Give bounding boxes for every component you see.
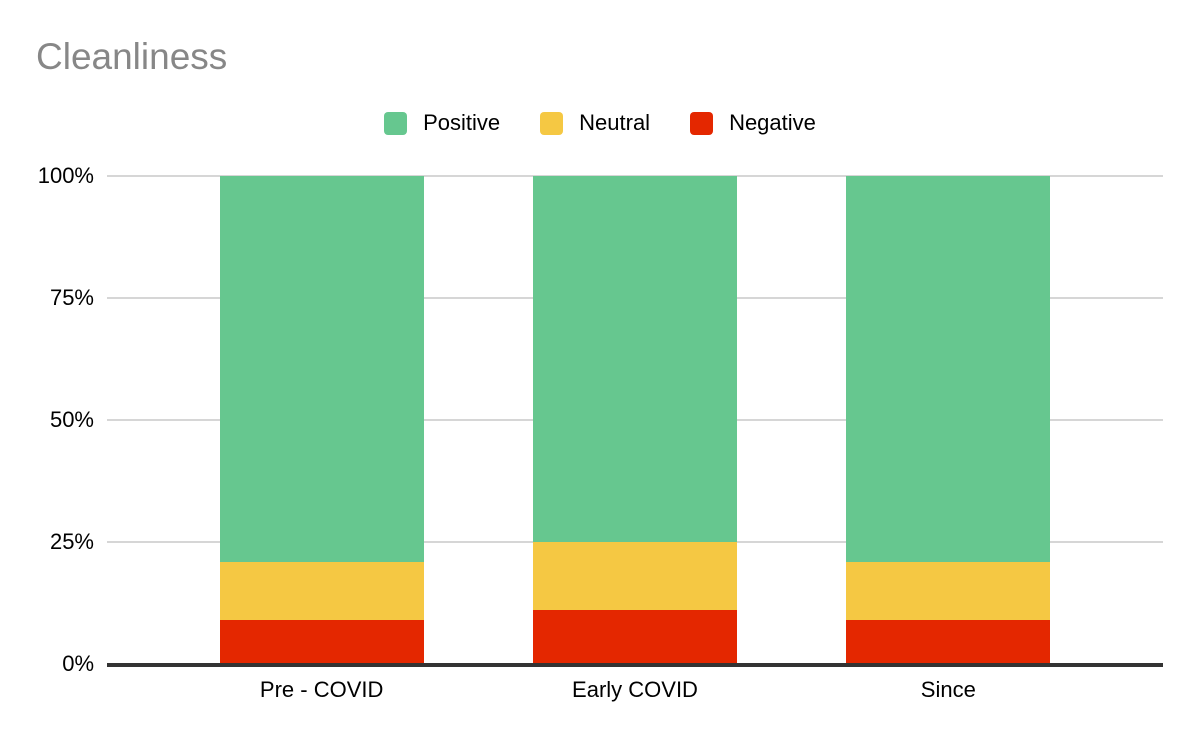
- bar-group-2: [792, 176, 1105, 664]
- bars-row: [107, 176, 1163, 664]
- bar-segment-positive: [532, 176, 737, 543]
- positive-swatch-icon: [384, 111, 408, 135]
- legend-label: Neutral: [579, 110, 651, 135]
- legend-label: Negative: [729, 110, 816, 135]
- plot-area: 100% 75% 50% 25% 0%: [38, 163, 1163, 676]
- stacked-bar: [532, 176, 737, 664]
- x-axis-labels: Pre - COVID Early COVID Since: [107, 677, 1163, 703]
- y-tick-label: 50%: [49, 407, 94, 432]
- legend-item-positive: Positive: [384, 110, 500, 136]
- negative-swatch-icon: [690, 111, 714, 135]
- bar-segment-negative: [846, 620, 1051, 664]
- y-tick-label: 0%: [62, 651, 94, 676]
- x-axis-label: Pre - COVID: [259, 677, 384, 702]
- neutral-swatch-icon: [540, 111, 564, 135]
- legend: Positive Neutral Negative: [0, 110, 1200, 136]
- legend-label: Positive: [423, 110, 501, 135]
- y-tick-label: 100%: [37, 163, 94, 188]
- bar-segment-negative: [219, 620, 424, 664]
- bar-segment-neutral: [532, 542, 737, 611]
- bar-segment-negative: [532, 610, 737, 664]
- bar-segment-positive: [846, 176, 1051, 562]
- x-axis-line: [107, 663, 1163, 667]
- chart-title: Cleanliness: [36, 36, 228, 77]
- bar-segment-neutral: [219, 561, 424, 621]
- stacked-bar: [846, 176, 1051, 664]
- bar-group-1: [478, 176, 791, 664]
- x-axis-label: Early COVID: [572, 677, 698, 702]
- bar-group-0: [165, 176, 478, 664]
- bar-segment-neutral: [846, 561, 1051, 621]
- bar-segment-positive: [219, 176, 424, 562]
- x-axis-label: Since: [920, 677, 976, 702]
- gridline: [107, 175, 1163, 177]
- y-tick-label: 75%: [49, 285, 94, 310]
- legend-item-negative: Negative: [690, 110, 816, 136]
- y-tick-label: 25%: [49, 529, 94, 554]
- legend-item-neutral: Neutral: [540, 110, 650, 136]
- stacked-bar: [219, 176, 424, 664]
